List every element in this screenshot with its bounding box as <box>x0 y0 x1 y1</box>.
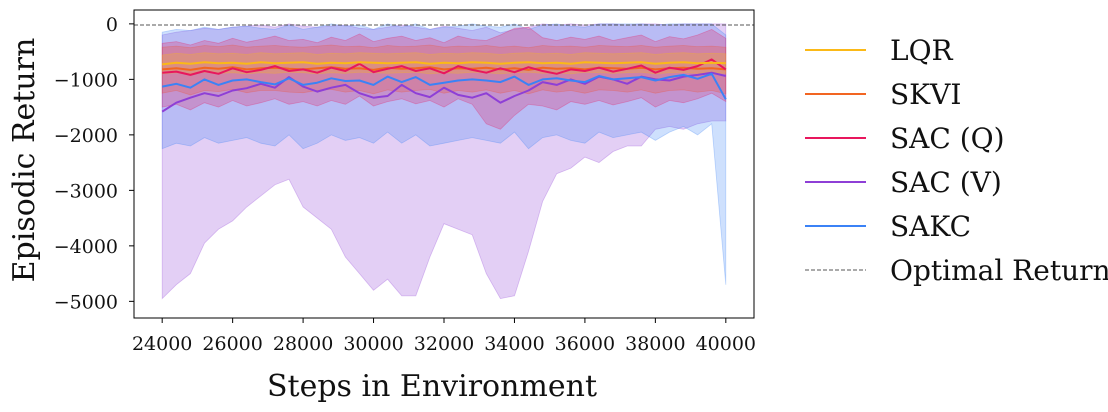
line-sac-q <box>162 58 727 76</box>
y-axis: 0 −1000 −2000 −3000 −4000 −5000 <box>54 14 134 313</box>
y-tick-label: 0 <box>106 14 118 36</box>
y-tick-label: −2000 <box>54 125 118 147</box>
x-tick-label: 28000 <box>273 333 333 355</box>
series-lines <box>161 58 727 113</box>
line-sac-v <box>161 71 727 113</box>
x-axis: 24000 26000 28000 30000 32000 34000 36000 38000… <box>132 318 756 355</box>
legend: LQR SKVI SAC (Q) SAC (V) SAKC Optimal Return <box>805 34 1108 287</box>
y-axis-label: Episodic Return <box>7 38 42 283</box>
x-tick-label: 30000 <box>343 333 403 355</box>
band-sakc <box>161 23 727 285</box>
x-tick-label: 36000 <box>555 333 615 355</box>
x-axis-label: Steps in Environment <box>267 369 597 404</box>
band-sac-v <box>161 23 727 300</box>
band-sac-q <box>161 26 727 130</box>
y-tick-label: −3000 <box>54 180 118 202</box>
y-tick-label: −5000 <box>54 291 118 313</box>
y-tick-label: −1000 <box>54 69 118 91</box>
legend-label-sakc: SAKC <box>890 210 971 243</box>
legend-label-sac-v: SAC (V) <box>890 166 1002 199</box>
x-tick-label: 32000 <box>414 333 474 355</box>
x-tick-label: 24000 <box>132 333 192 355</box>
line-lqr <box>162 61 726 66</box>
x-tick-label: 38000 <box>625 333 685 355</box>
legend-label-optimal-return: Optimal Return <box>890 254 1108 287</box>
y-tick-label: −4000 <box>54 236 118 258</box>
x-tick-label: 40000 <box>696 333 756 355</box>
legend-label-skvi: SKVI <box>890 78 961 111</box>
line-sakc <box>162 72 727 100</box>
legend-label-sac-q: SAC (Q) <box>890 122 1005 155</box>
legend-label-lqr: LQR <box>890 34 954 67</box>
x-tick-label: 34000 <box>484 333 544 355</box>
x-tick-label: 26000 <box>202 333 262 355</box>
